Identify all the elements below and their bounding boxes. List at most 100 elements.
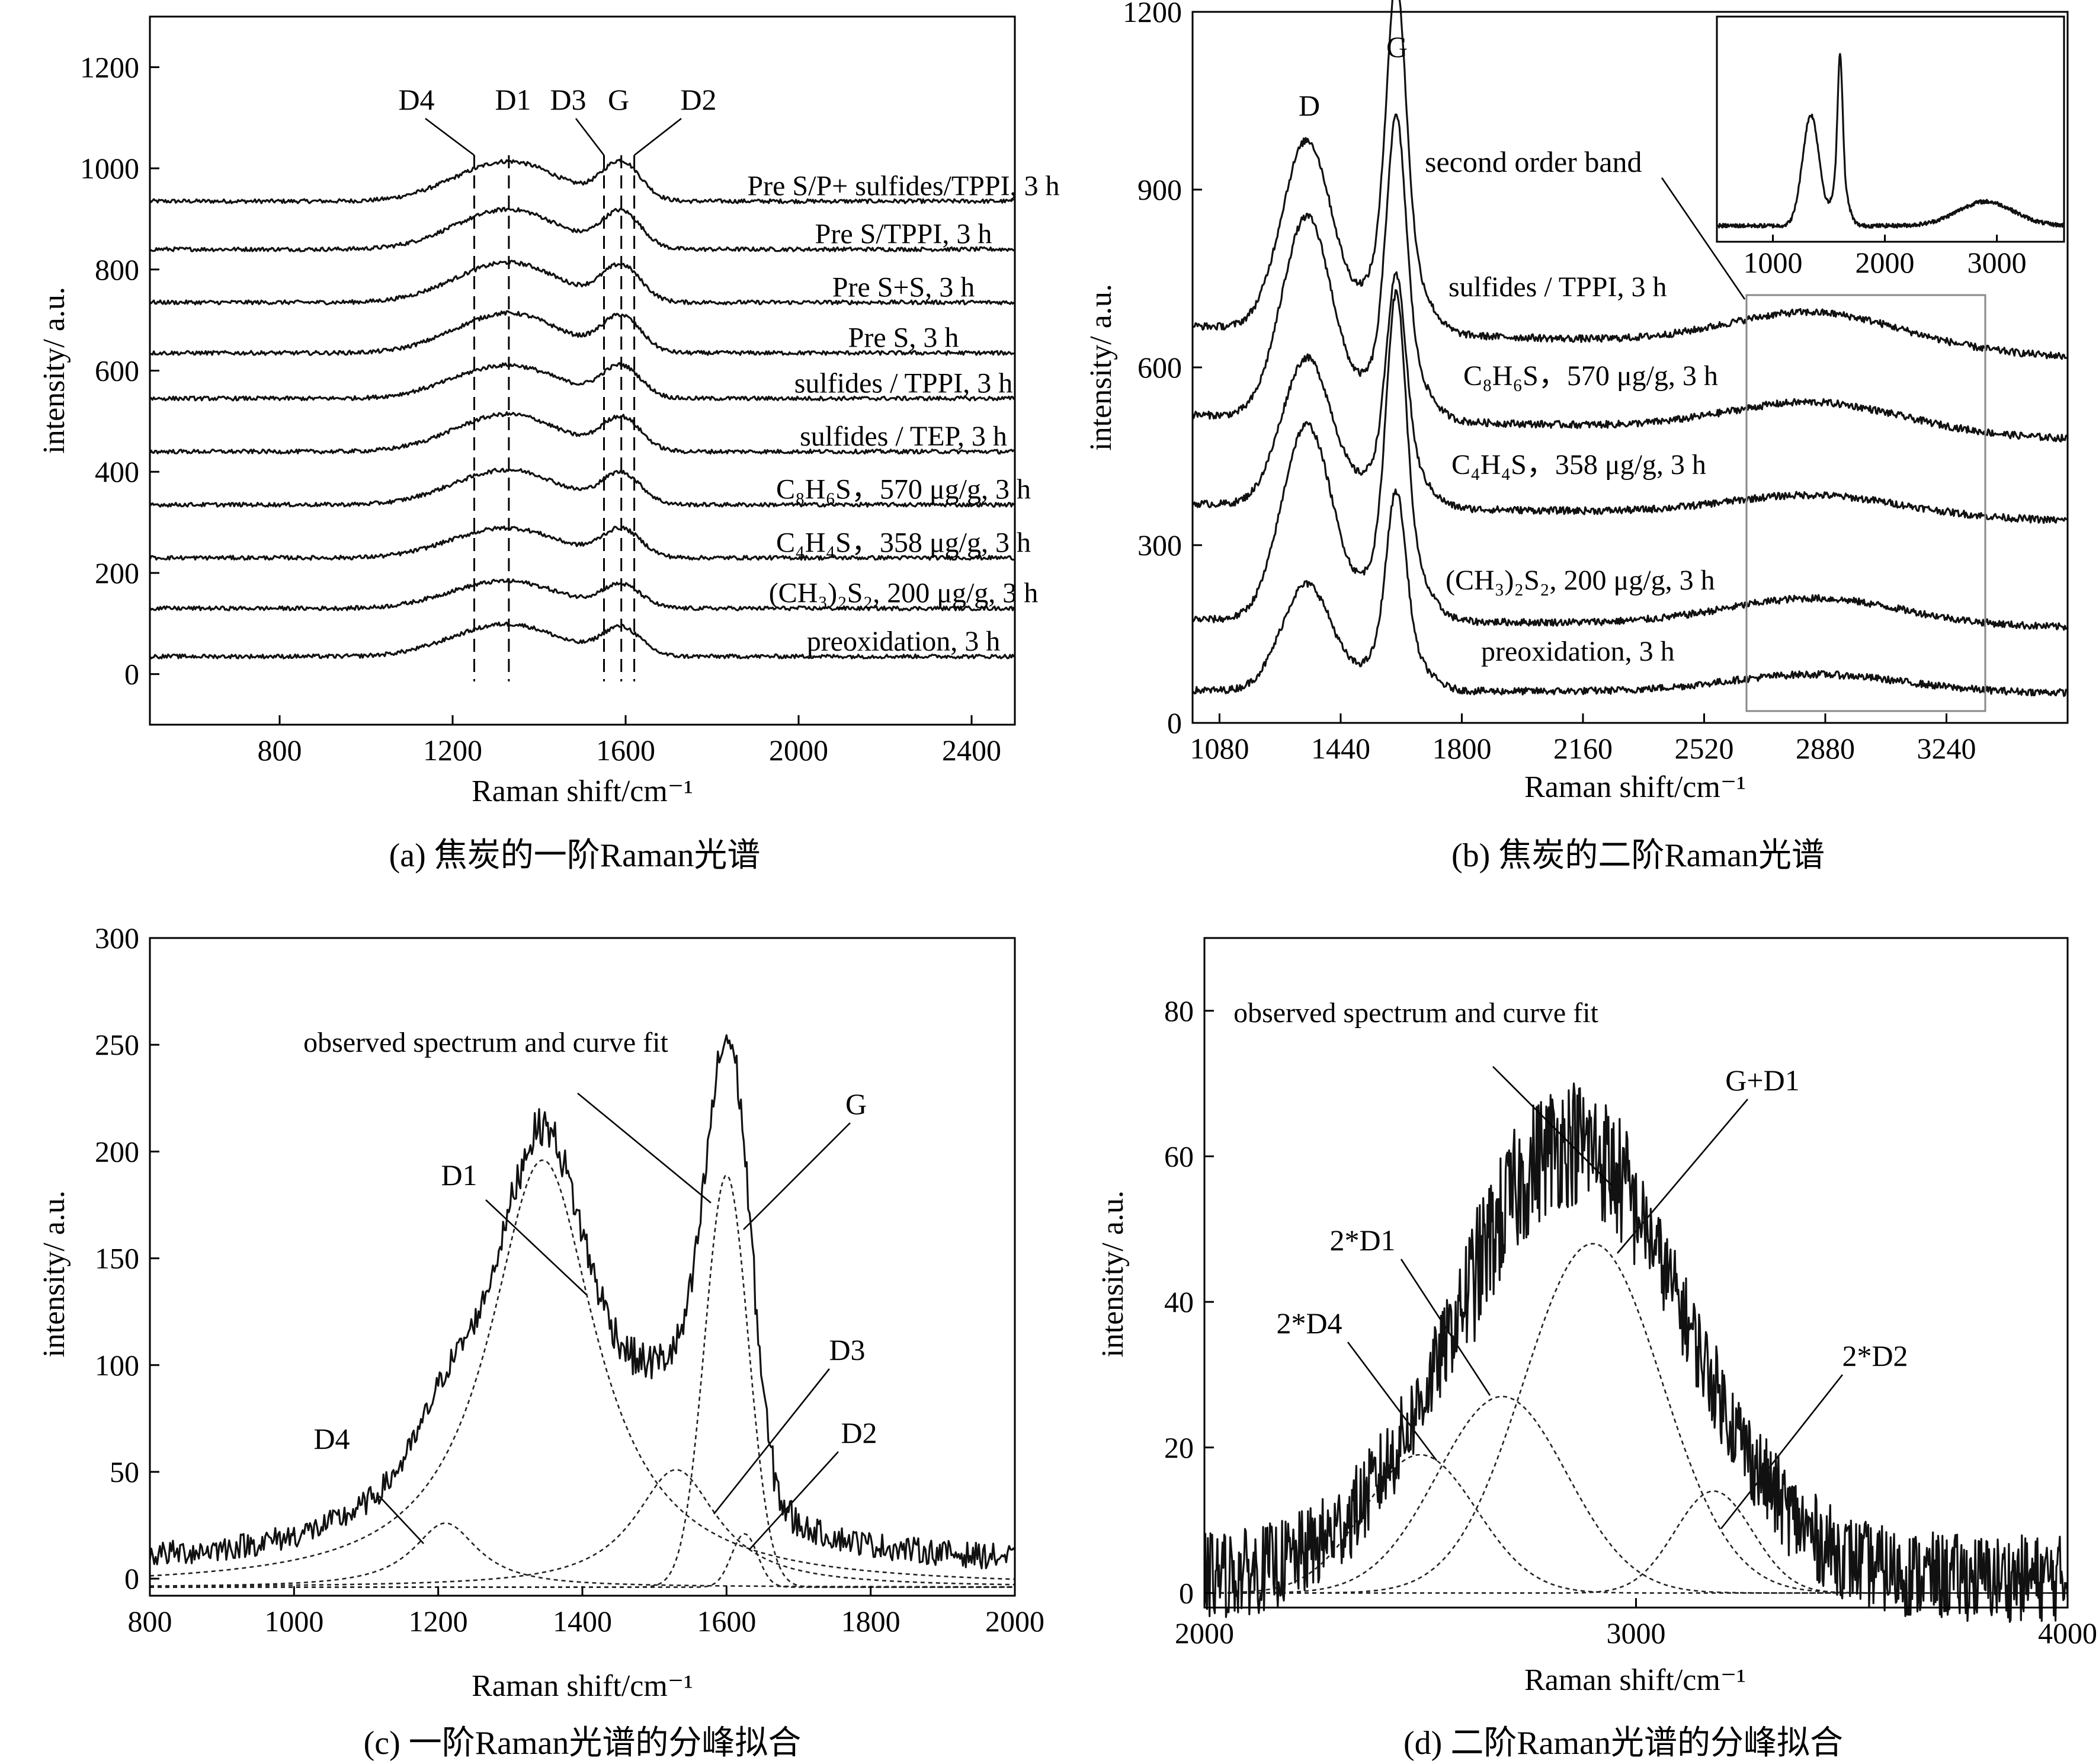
component-leader-d2 [749,1451,839,1550]
x-tick-label: 1600 [697,1605,756,1638]
panel-d-x-axis-label: Raman shift/cm⁻¹ [1524,1663,1746,1697]
panel-c-x-axis-label: Raman shift/cm⁻¹ [472,1669,693,1703]
second-order-band-box [1745,294,1986,712]
series-line-c-h-s-570-g-g-3-h [149,468,1015,508]
y-tick-label: 1200 [1123,0,1182,28]
panel-c-observed-label: observed spectrum and curve fit [303,1027,668,1058]
panel-d-second-order-fit: 2*D4 2*D1 G+D1 2*D2 2000 3000 4000 0 20 40 60 80 o… [1096,937,2097,1762]
component-leader-2-d2 [1720,1374,1844,1529]
panel-b-inset: 1000 2000 3000 [1716,15,2065,279]
panel-b-peak-label-d: D [1299,89,1320,122]
x-tick-label: 3000 [1607,1616,1666,1650]
y-tick-label: 0 [1179,1576,1194,1609]
x-tick-label: 2160 [1553,732,1613,765]
inset-x-tick-label: 3000 [1967,246,2027,279]
series-line-sulfides-tep-3-h [149,411,1015,455]
x-tick-label: 2000 [1175,1616,1234,1650]
component-leader-d1 [485,1199,587,1295]
x-tick-label: 2400 [942,734,1001,767]
series-line-c-h-s-358-g-g-3-h [149,525,1014,561]
fit-component-d3 [150,1469,1015,1587]
component-label-2-d1: 2*D1 [1329,1224,1395,1257]
y-tick-label: 20 [1164,1431,1194,1464]
series-label-ch-s-200-g-g-3-h: (CH₃)₂S₂, 200 μg/g, 3 h [1446,565,1715,596]
fit-component-d1 [149,1159,1015,1580]
inset-frame [1716,15,2065,243]
series-label-preoxidation-3-h: preoxidation, 3 h [807,626,1001,657]
series-line-sulfides-tppi-3-h [149,361,1015,402]
panel-c-first-order-fit: D4 D1 D3 G D2 800 1000 1200 1400 1600 1800 2000 0 50… [37,921,1044,1762]
band-leader-d3 [575,118,605,156]
y-tick-label: 0 [1167,706,1182,739]
x-tick-label: 1600 [596,734,655,767]
series-label-ch-s-200-g-g-3-h: (CH₃)₂S₂, 200 μg/g, 3 h [769,578,1039,609]
series-label-pre-s-tppi-3-h: Pre S/TPPI, 3 h [815,219,992,250]
series-line-pre-s-tppi-3-h [149,206,1015,252]
panel-d-caption: (d) 二阶Raman光谱的分峰拟合 [1403,1725,1843,1762]
x-tick-label: 3240 [1917,732,1976,765]
panel-b-y-axis-label: intensity/ a.u. [1084,284,1118,451]
series-label-pre-s-p-sulfides-tppi-3-h: Pre S/P+ sulfides/TPPI, 3 h [747,171,1059,202]
y-tick-label: 50 [110,1455,139,1488]
x-tick-label: 1800 [1432,732,1491,765]
y-tick-label: 900 [1137,173,1182,206]
panel-b-peak-label-g: G [1386,30,1408,63]
series-line-pre-s-3-h [149,310,1014,356]
x-tick-label: 2520 [1674,732,1733,765]
component-label-2-d2: 2*D2 [1842,1339,1908,1372]
series-label-pre-s-s-3-h: Pre S+S, 3 h [832,271,975,303]
x-tick-label: 1080 [1190,732,1249,765]
component-label-d1: D1 [441,1158,477,1192]
panel-d-observed-label-text: observed spectrum and curve fit [1233,997,1598,1029]
series-label-sulfides-tppi-3-h: sulfides / TPPI, 3 h [794,367,1012,399]
y-tick-label: 300 [1137,529,1182,562]
x-tick-label: 1000 [264,1605,323,1638]
component-label-d3: D3 [829,1333,865,1366]
x-tick-label: 1200 [423,734,482,767]
panel-a-first-order-spectra: D4 D1 D3 G D2 Pre S/P+ sulfides/TPPI, 3 h Pre … [37,15,1060,874]
y-tick-label: 200 [95,556,139,590]
series-line-pre-s-s-3-h [149,260,1015,306]
series-label-c-h-s-570-g-g-3-h: C₈H₆S，570 μg/g, 3 h [1463,360,1718,392]
second-order-band-leader [1661,177,1746,300]
component-leader-2-d4 [1347,1342,1438,1461]
panel-c-y-axis-label: intensity/ a.u. [37,1190,71,1358]
y-tick-label: 1000 [80,152,139,185]
series-line-ch-s-200-g-g-3-h [1192,289,2068,631]
panel-c-observed-label-text: observed spectrum and curve fit [303,1027,668,1058]
second-order-band-label: second order band [1425,145,1642,178]
series-label-c-h-s-358-g-g-3-h: C₄H₄S，358 μg/g, 3 h [776,527,1031,558]
y-tick-label: 100 [95,1349,139,1382]
panel-c-caption: (c) 一阶Raman光谱的分峰拟合 [364,1725,802,1762]
y-tick-label: 80 [1164,994,1194,1027]
y-tick-label: 60 [1164,1139,1194,1173]
y-tick-label: 40 [1164,1285,1194,1318]
fit-component-2-d4 [1204,1454,2068,1594]
band-label-d3: D3 [550,83,586,116]
y-tick-label: 300 [95,921,139,955]
band-label-d2: D2 [680,83,716,116]
panel-a-x-axis-label: Raman shift/cm⁻¹ [472,774,693,808]
series-label-sulfides-tppi-3-h: sulfides / TPPI, 3 h [1449,271,1667,303]
series-line-c-h-s-358-g-g-3-h [1191,271,2068,524]
panel-d-observed-leader [1492,1066,1612,1186]
component-leader-d4 [379,1496,424,1544]
component-label-g: G [845,1087,867,1120]
x-tick-label: 1400 [553,1605,612,1638]
observed-spectrum-line [1203,1082,2069,1623]
component-leader-g [743,1122,851,1230]
band-label-d4: D4 [398,83,434,116]
panel-a-y-axis-label: intensity/ a.u. [37,287,71,454]
y-tick-label: 250 [95,1028,139,1061]
inset-x-tick-label: 2000 [1856,246,1915,279]
series-label-preoxidation-3-h: preoxidation, 3 h [1481,636,1675,667]
series-line-sulfides-tppi-3-h [1191,0,2067,360]
series-label-pre-s-3-h: Pre S, 3 h [848,322,959,354]
component-label-d4: D4 [313,1422,350,1455]
x-tick-label: 1200 [409,1605,468,1638]
x-tick-label: 800 [128,1605,172,1638]
y-tick-label: 1200 [80,50,139,84]
panel-b-second-order-spectra: sulfides / TPPI, 3 h C₈H₆S，570 μg/g, 3 h C… [1084,0,2069,874]
band-leader-d2 [633,117,682,156]
